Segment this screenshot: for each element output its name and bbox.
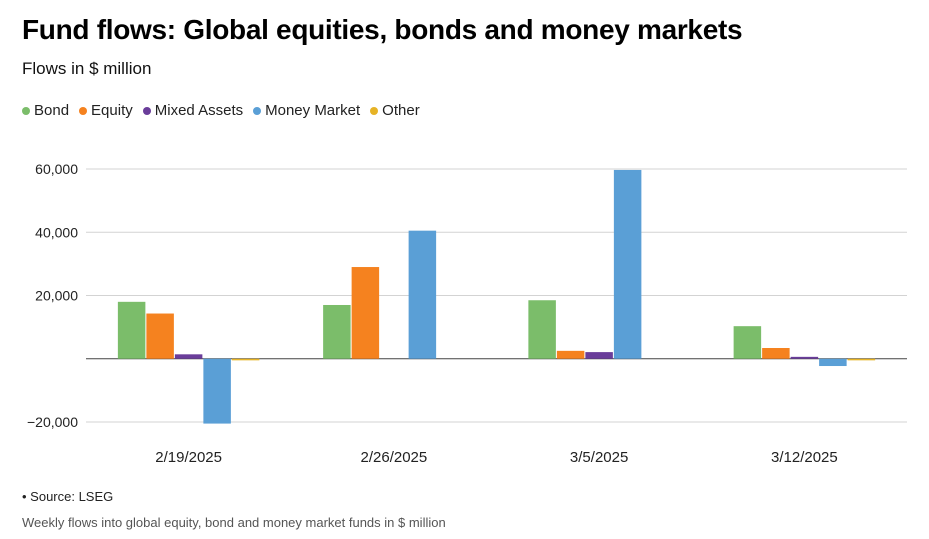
bar-equity: [351, 267, 380, 359]
x-tick-label: 3/12/2025: [771, 449, 838, 466]
legend-label-mixed-assets: Mixed Assets: [154, 102, 244, 119]
legend-item-other: Other: [370, 102, 420, 119]
chart-title: Fund flows: Global equities, bonds and m…: [22, 14, 743, 45]
legend-label-equity: Equity: [91, 102, 133, 119]
bar-bond: [117, 301, 146, 359]
legend-item-equity: Equity: [79, 102, 133, 119]
bar-money-market: [819, 358, 847, 367]
chart-caption: Weekly flows into global equity, bond an…: [22, 515, 446, 530]
legend-swatch-other: [370, 106, 379, 115]
bar-money-market: [613, 169, 642, 359]
legend-label-other: Other: [382, 102, 420, 119]
bar-equity: [762, 347, 790, 359]
y-tick-label: 20,000: [35, 288, 78, 304]
legend: Bond Equity Mixed Assets Money Market Ot…: [22, 102, 420, 119]
legend-item-money-market: Money Market: [253, 102, 360, 119]
bar-other: [847, 358, 876, 361]
bar-other: [231, 358, 260, 361]
legend-label-bond: Bond: [34, 102, 70, 119]
bar-bond: [733, 326, 762, 359]
bar-equity: [556, 350, 585, 359]
y-tick-label: 60,000: [35, 161, 78, 177]
y-tick-label: −20,000: [27, 414, 78, 430]
bar-mixed-assets: [585, 352, 613, 359]
bar-money-market: [408, 230, 437, 359]
legend-item-mixed-assets: Mixed Assets: [142, 102, 244, 119]
x-tick-label: 3/5/2025: [570, 449, 628, 466]
x-tick-label: 2/26/2025: [361, 449, 428, 466]
legend-swatch-mixed-assets: [142, 106, 151, 115]
bar-bond: [528, 300, 556, 359]
legend-item-bond: Bond: [22, 102, 69, 119]
bar-equity: [146, 313, 174, 359]
bar-bond: [323, 304, 351, 359]
y-tick-label: 40,000: [35, 224, 78, 240]
bar-mixed-assets: [174, 354, 203, 359]
legend-swatch-bond: [22, 106, 30, 115]
legend-swatch-money-market: [253, 106, 262, 115]
bar-mixed-assets: [790, 356, 819, 359]
source-note: • Source: LSEG: [22, 489, 114, 504]
chart-subtitle: Flows in $ million: [22, 59, 152, 78]
bar-money-market: [203, 358, 231, 424]
legend-swatch-equity: [79, 106, 88, 115]
bar-chart: −20,000 20,000 40,000 60,000 2/19/2025 2/26/2…: [27, 161, 907, 466]
x-tick-label: 2/19/2025: [155, 449, 222, 466]
legend-label-money-market: Money Market: [265, 102, 361, 119]
